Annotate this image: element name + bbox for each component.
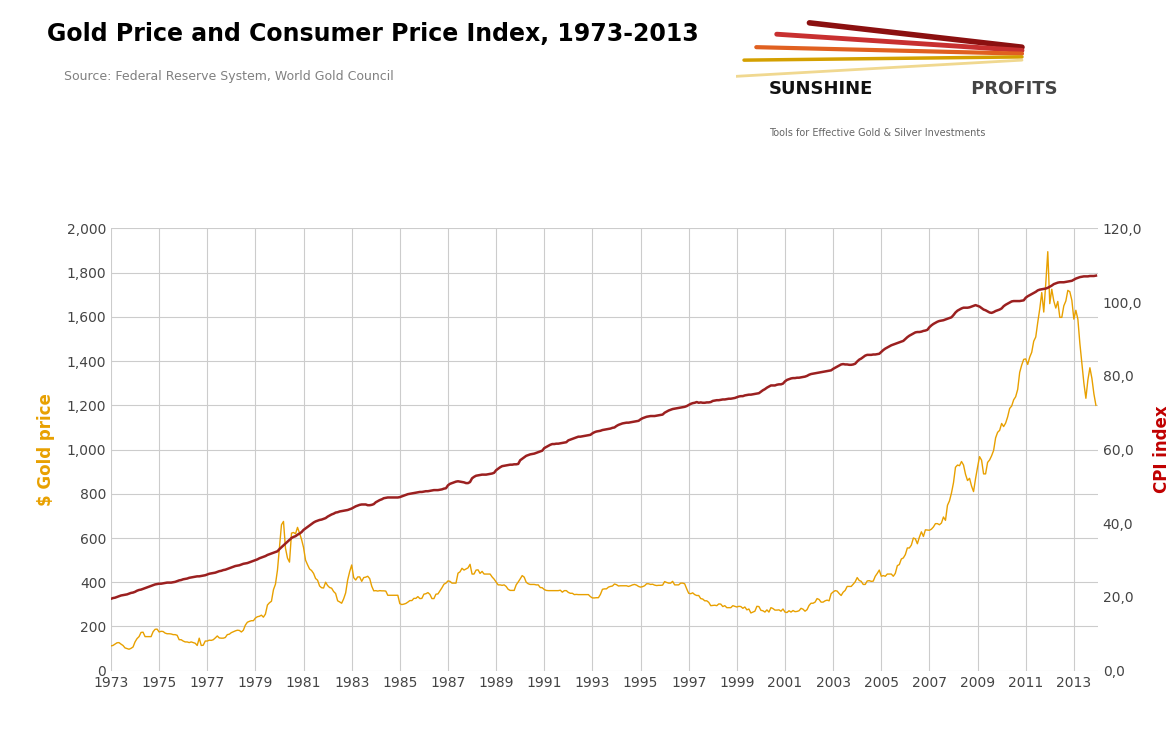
Text: Tools for Effective Gold & Silver Investments: Tools for Effective Gold & Silver Invest… (769, 128, 985, 139)
Text: Gold Price and Consumer Price Index, 1973-2013: Gold Price and Consumer Price Index, 197… (47, 22, 698, 46)
Text: Source: Federal Reserve System, World Gold Council: Source: Federal Reserve System, World Go… (64, 70, 394, 83)
Y-axis label: CPI index: CPI index (1153, 406, 1168, 493)
Text: PROFITS: PROFITS (965, 80, 1057, 97)
Text: SUNSHINE: SUNSHINE (769, 80, 872, 97)
Y-axis label: $ Gold price: $ Gold price (37, 393, 55, 506)
